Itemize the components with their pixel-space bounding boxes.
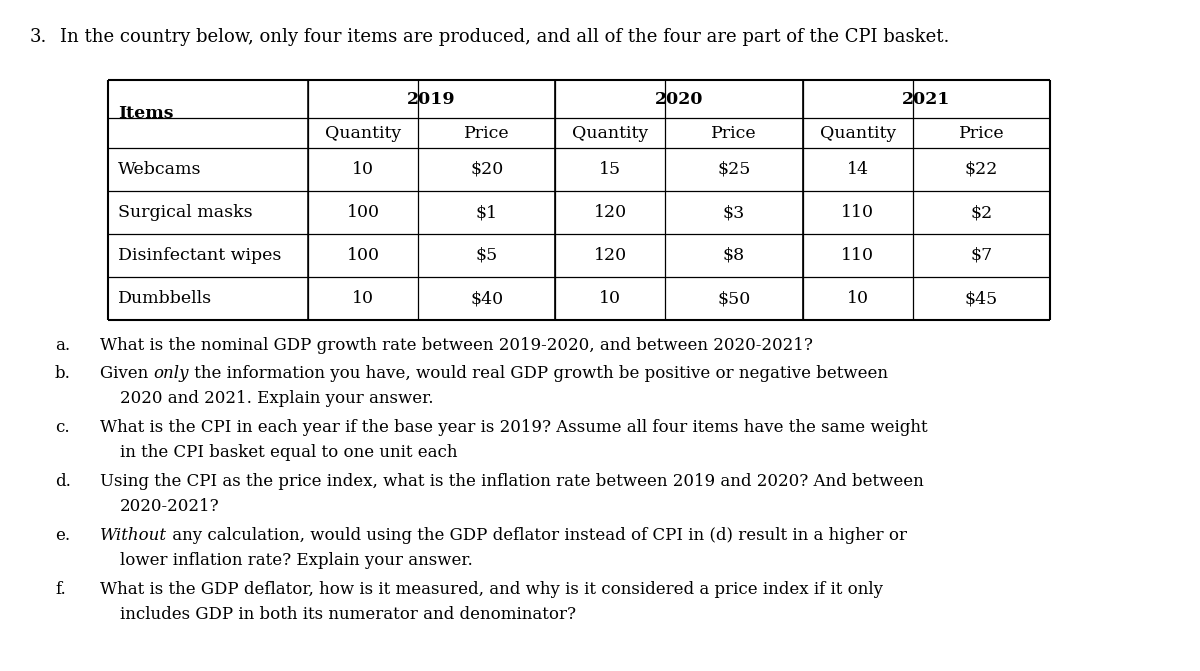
Text: 110: 110 — [841, 247, 874, 264]
Text: 100: 100 — [347, 204, 379, 221]
Text: $40: $40 — [470, 290, 503, 307]
Text: $50: $50 — [718, 290, 751, 307]
Text: $20: $20 — [470, 161, 503, 178]
Text: d.: d. — [55, 473, 71, 490]
Text: Using the CPI as the price index, what is the inflation rate between 2019 and 20: Using the CPI as the price index, what i… — [100, 473, 924, 490]
Text: 120: 120 — [594, 204, 626, 221]
Text: Price: Price — [712, 125, 757, 142]
Text: In the country below, only four items are produced, and all of the four are part: In the country below, only four items ar… — [60, 28, 949, 46]
Text: only: only — [154, 365, 190, 382]
Text: 100: 100 — [347, 247, 379, 264]
Text: lower inflation rate? Explain your answer.: lower inflation rate? Explain your answe… — [120, 552, 473, 569]
Text: c.: c. — [55, 419, 70, 436]
Text: Items: Items — [118, 105, 174, 123]
Text: Without: Without — [100, 527, 167, 544]
Text: Disinfectant wipes: Disinfectant wipes — [118, 247, 281, 264]
Text: 3.: 3. — [30, 28, 47, 46]
Text: $1: $1 — [475, 204, 498, 221]
Text: What is the nominal GDP growth rate between 2019-2020, and between 2020-2021?: What is the nominal GDP growth rate betw… — [100, 337, 812, 354]
Text: includes GDP in both its numerator and denominator?: includes GDP in both its numerator and d… — [120, 606, 576, 623]
Text: 120: 120 — [594, 247, 626, 264]
Text: 10: 10 — [599, 290, 622, 307]
Text: $22: $22 — [965, 161, 998, 178]
Text: 2020 and 2021. Explain your answer.: 2020 and 2021. Explain your answer. — [120, 390, 433, 407]
Text: What is the GDP deflator, how is it measured, and why is it considered a price i: What is the GDP deflator, how is it meas… — [100, 581, 883, 598]
Text: $7: $7 — [971, 247, 992, 264]
Text: 10: 10 — [847, 290, 869, 307]
Text: 10: 10 — [352, 290, 374, 307]
Text: $2: $2 — [971, 204, 992, 221]
Text: 2020: 2020 — [655, 91, 703, 107]
Text: $45: $45 — [965, 290, 998, 307]
Text: 2019: 2019 — [407, 91, 456, 107]
Text: $8: $8 — [722, 247, 745, 264]
Text: the information you have, would real GDP growth be positive or negative between: the information you have, would real GDP… — [190, 365, 888, 382]
Text: Given: Given — [100, 365, 154, 382]
Text: b.: b. — [55, 365, 71, 382]
Text: $5: $5 — [475, 247, 498, 264]
Text: Quantity: Quantity — [325, 125, 401, 142]
Text: Price: Price — [464, 125, 510, 142]
Text: Webcams: Webcams — [118, 161, 202, 178]
Text: Dumbbells: Dumbbells — [118, 290, 212, 307]
Text: 14: 14 — [847, 161, 869, 178]
Text: What is the CPI in each year if the base year is 2019? Assume all four items hav: What is the CPI in each year if the base… — [100, 419, 928, 436]
Text: any calculation, would using the GDP deflator instead of CPI in (d) result in a : any calculation, would using the GDP def… — [167, 527, 907, 544]
Text: 2021: 2021 — [902, 91, 950, 107]
Text: 110: 110 — [841, 204, 874, 221]
Text: 10: 10 — [352, 161, 374, 178]
Text: $25: $25 — [718, 161, 751, 178]
Text: a.: a. — [55, 337, 70, 354]
Text: 15: 15 — [599, 161, 622, 178]
Text: Price: Price — [959, 125, 1004, 142]
Text: Quantity: Quantity — [820, 125, 895, 142]
Text: Quantity: Quantity — [572, 125, 648, 142]
Text: in the CPI basket equal to one unit each: in the CPI basket equal to one unit each — [120, 444, 457, 461]
Text: $3: $3 — [722, 204, 745, 221]
Text: 2020-2021?: 2020-2021? — [120, 498, 220, 515]
Text: Surgical masks: Surgical masks — [118, 204, 253, 221]
Text: e.: e. — [55, 527, 70, 544]
Text: f.: f. — [55, 581, 66, 598]
